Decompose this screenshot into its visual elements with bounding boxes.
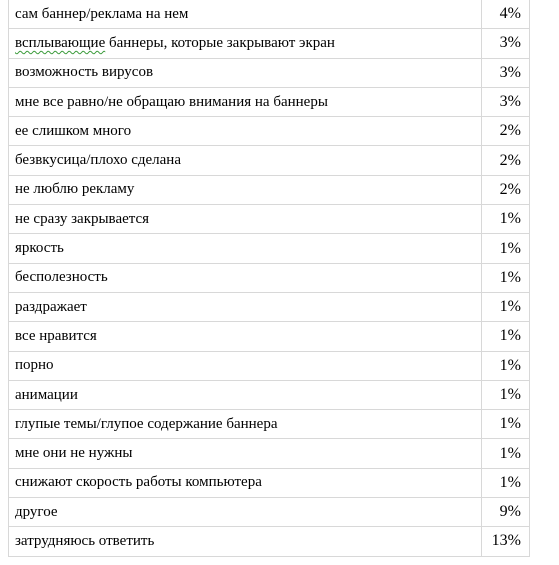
answer-cell: глупые темы/глупое содержание баннера [8,409,482,440]
percent-cell: 2% [481,116,530,147]
table-row: все нравится 1% [8,321,530,352]
table-row: сам баннер/реклама на нем 4% [8,0,530,30]
table-row: раздражает 1% [8,291,530,323]
table-row: мне они не нужны 1% [8,438,530,469]
answer-cell: все нравится [8,321,482,352]
percent-cell: 1% [481,262,530,293]
answer-cell: порно [8,350,482,381]
percent-cell: 3% [481,28,530,59]
percent-cell: 4% [481,0,530,30]
table-row: анимации 1% [8,379,530,411]
answer-cell: не люблю рекламу [8,174,482,206]
percent-cell: 1% [481,204,530,235]
table-row: мне все равно/не обращаю внимания на бан… [8,86,530,118]
percent-cell: 1% [481,379,530,411]
percent-cell: 1% [481,321,530,352]
table-row: другое 9% [8,497,530,528]
table-row: не люблю рекламу 2% [8,174,530,206]
table-row: затрудняюсь ответить 13% [8,526,530,557]
table-row: безвкусица/плохо сделана 2% [8,145,530,176]
answer-cell: всплывающие баннеры, которые закрывают э… [8,28,482,59]
percent-cell: 13% [481,526,530,557]
percent-cell: 1% [481,291,530,323]
answer-cell: анимации [8,379,482,411]
percent-cell: 9% [481,497,530,528]
table-row: снижают скорость работы компьютера 1% [8,467,530,499]
answer-text: баннеры, которые закрывают экран [105,34,335,51]
answer-cell: другое [8,497,482,528]
percent-cell: 3% [481,57,530,88]
percent-cell: 2% [481,174,530,206]
answer-cell: раздражает [8,291,482,323]
table-row: возможность вирусов 3% [8,57,530,88]
survey-results-table: сам баннер/реклама на нем 4% всплывающие… [8,0,530,557]
table-row: ее слишком много 2% [8,116,530,147]
answer-cell: мне все равно/не обращаю внимания на бан… [8,86,482,118]
spellcheck-underlined-word: всплывающие [15,34,106,51]
percent-cell: 3% [481,86,530,118]
percent-cell: 1% [481,438,530,469]
table-row: глупые темы/глупое содержание баннера 1% [8,409,530,440]
answer-cell: бесполезность [8,262,482,293]
table-row: порно 1% [8,350,530,381]
percent-cell: 1% [481,409,530,440]
table-row: бесполезность 1% [8,262,530,293]
answer-cell: безвкусица/плохо сделана [8,145,482,176]
table-row: не сразу закрывается 1% [8,204,530,235]
percent-cell: 1% [481,350,530,381]
answer-cell: яркость [8,233,482,264]
answer-cell: ее слишком много [8,116,482,147]
answer-cell: возможность вирусов [8,57,482,88]
percent-cell: 1% [481,467,530,499]
answer-cell: снижают скорость работы компьютера [8,467,482,499]
answer-cell: сам баннер/реклама на нем [8,0,482,30]
percent-cell: 2% [481,145,530,176]
answer-cell: мне они не нужны [8,438,482,469]
table-row: всплывающие баннеры, которые закрывают э… [8,28,530,59]
answer-cell: не сразу закрывается [8,204,482,235]
answer-cell: затрудняюсь ответить [8,526,482,557]
percent-cell: 1% [481,233,530,264]
table-row: яркость 1% [8,233,530,264]
